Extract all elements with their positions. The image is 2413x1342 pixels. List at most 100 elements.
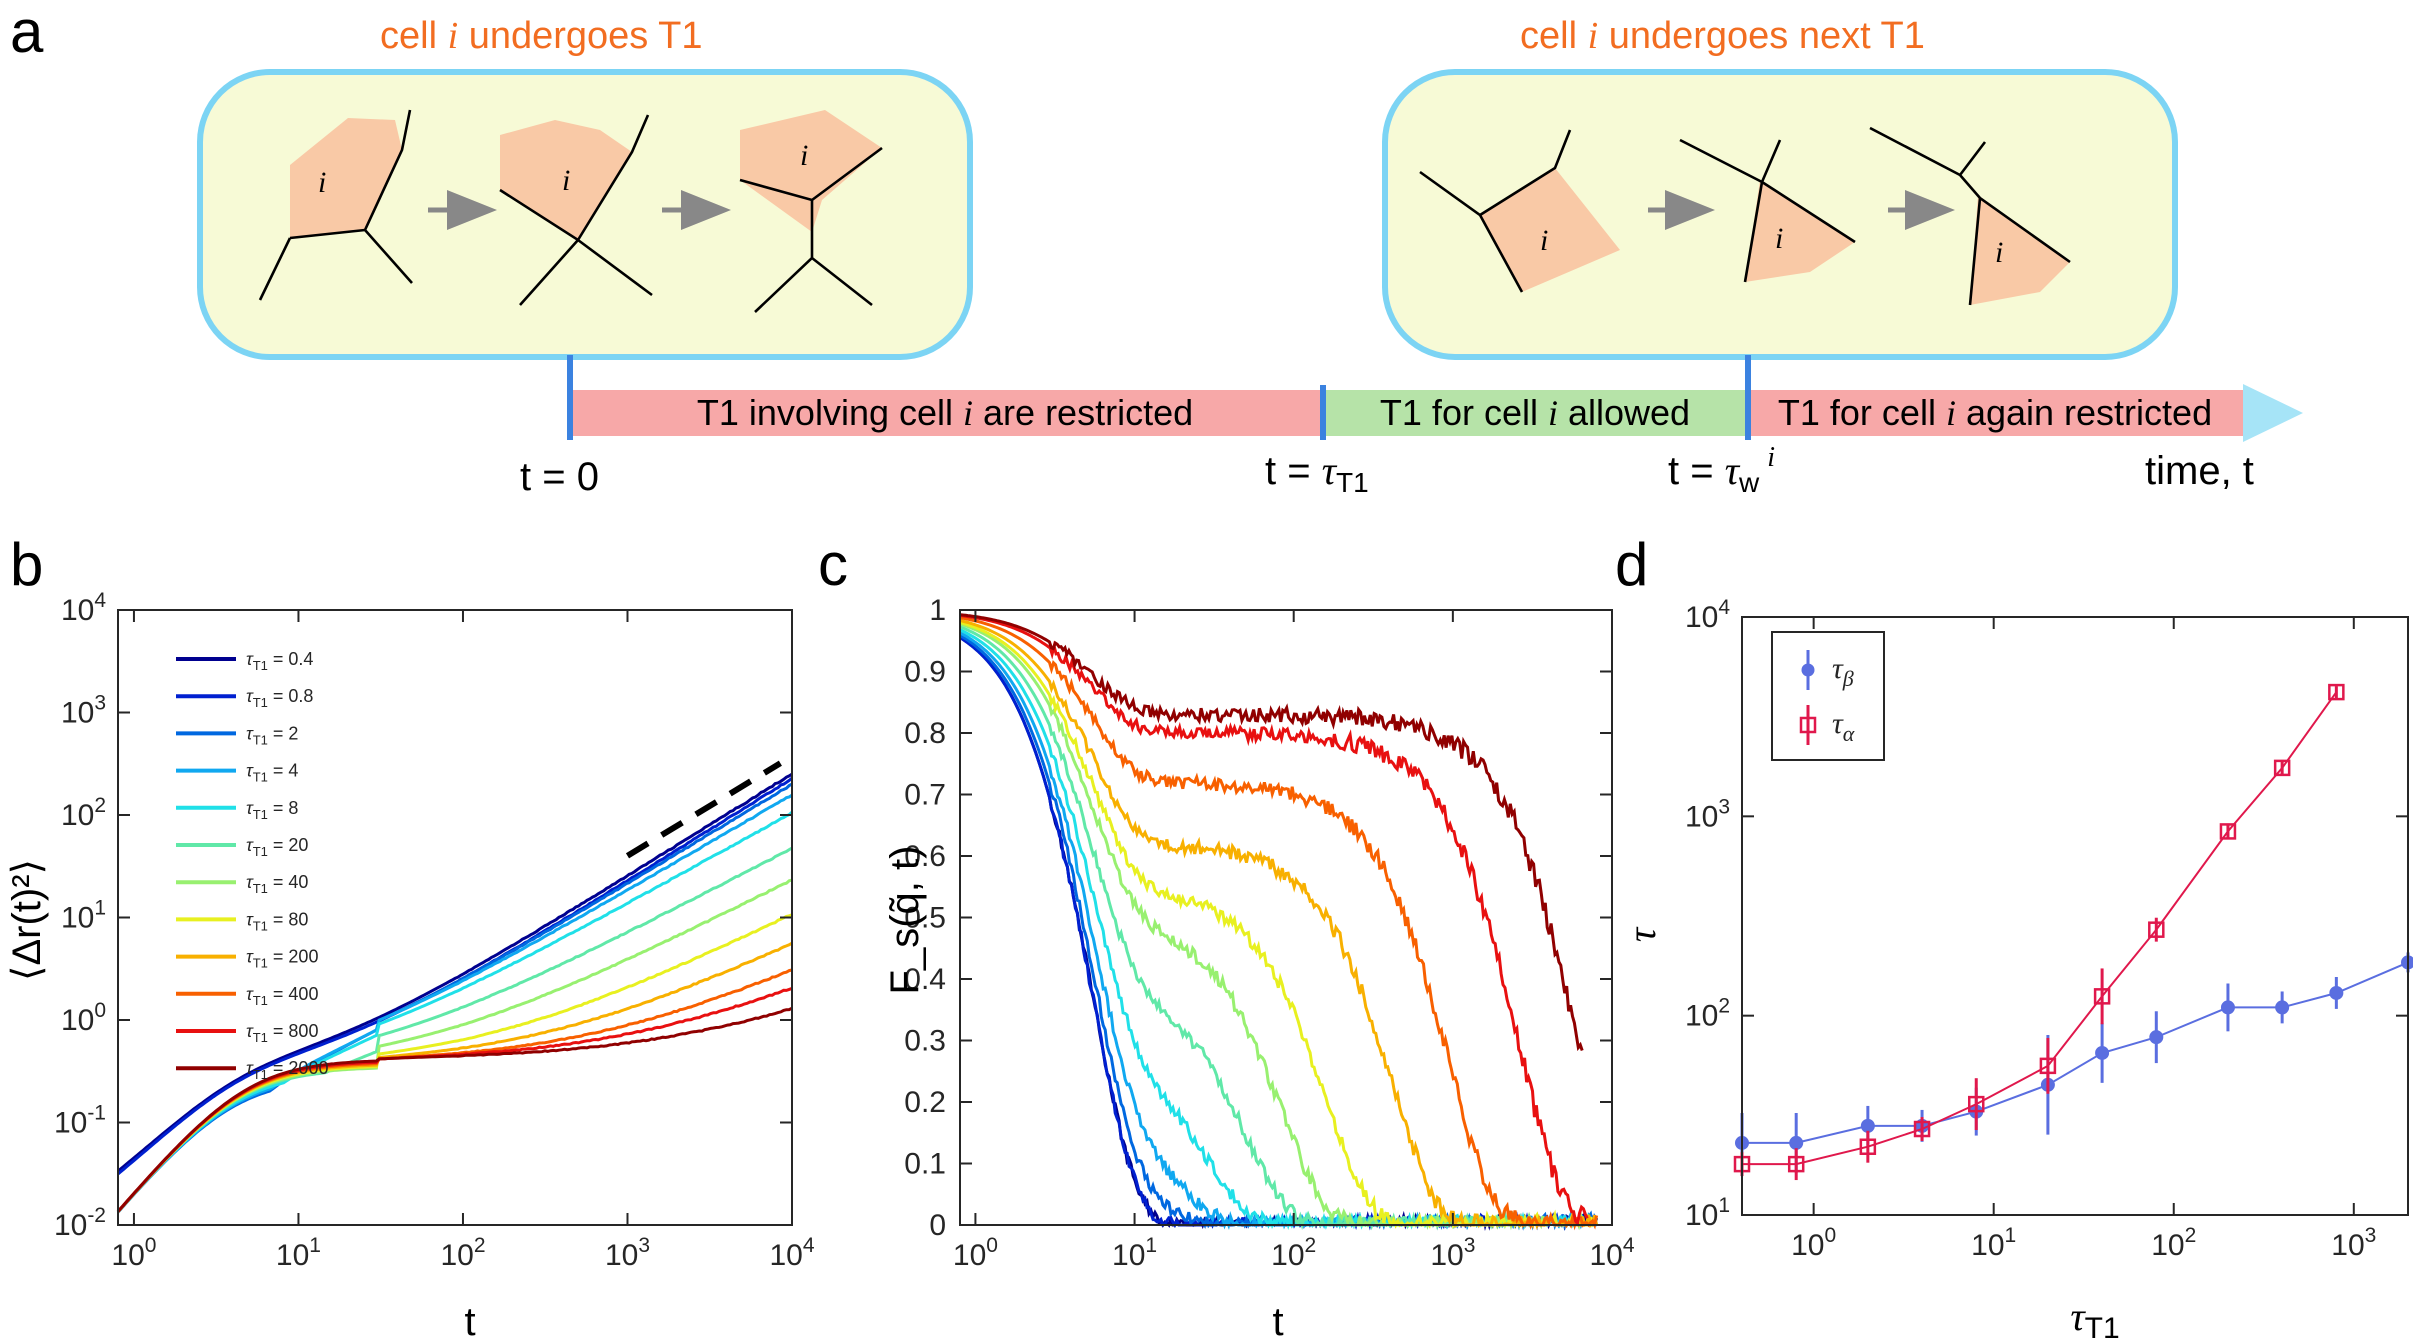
segment2-label: T1 for cell i allowed xyxy=(1380,392,1690,433)
panel-d-ytick-label: 103 xyxy=(1685,795,1730,833)
panel-c-ytick-label: 0.2 xyxy=(904,1086,946,1119)
panel-c-label: c xyxy=(818,531,848,598)
panel-d-point-square xyxy=(1968,1095,1985,1113)
panel-d-xtick-label: 102 xyxy=(2151,1224,2196,1262)
legend-label-0.8: τT1 = 0.8 xyxy=(246,686,313,710)
panel-c-ylabel: F_s(q̃, t) xyxy=(883,846,927,995)
segment3-label: T1 for cell i again restricted xyxy=(1778,392,2212,433)
cell-label-5: i xyxy=(1775,222,1783,255)
timeline-arrow-head xyxy=(2243,384,2303,442)
panel-b-axes: 100 101 102 103 104 10-2 10-1 100 101 102 103 104 xyxy=(54,589,815,1272)
panel-b-ytick-label: 104 xyxy=(61,589,106,627)
panel-b-ytick-label: 10-1 xyxy=(54,1102,106,1140)
panel-c-ytick-label: 0.5 xyxy=(904,902,946,935)
panel-c-xtick-label: 101 xyxy=(1112,1234,1157,1272)
cell-label-6: i xyxy=(1995,236,2003,269)
legend-label-α: τα xyxy=(1832,707,1855,746)
panel-d-point-circle xyxy=(2149,1030,2164,1045)
panel-b-ytick-label: 101 xyxy=(61,897,106,935)
legend-label-200: τT1 = 200 xyxy=(246,947,318,971)
legend-label-40: τT1 = 40 xyxy=(246,872,308,896)
legend-label-β: τβ xyxy=(1832,652,1854,691)
panel-c-curve-400 xyxy=(959,616,1599,1231)
panel-d-line-β xyxy=(1742,961,2409,1144)
panel-d-ylabel: τ xyxy=(1619,926,1664,942)
legend-label-400: τT1 = 400 xyxy=(246,984,318,1008)
panel-b-legend: τT1 = 0.4 τT1 = 0.8 τT1 = 2 τT1 = 4 τT1 = 8 τ… xyxy=(176,649,328,1082)
panel-c: c 100 101 102 103 104 0 0.1 0.2 0.3 0.4 0.5 0.6 0.7 0… xyxy=(818,531,1635,1342)
panel-d-ytick-label: 102 xyxy=(1685,995,1730,1033)
panel-b-xtick-label: 102 xyxy=(440,1234,485,1272)
panel-c-axes: 100 101 102 103 104 0 0.1 0.2 0.3 0.4 0.5 0.6 0.7 0.8… xyxy=(904,594,1635,1272)
legend-label-8: τT1 = 8 xyxy=(246,798,298,822)
panel-b: b 100 101 102 103 104 10-2 10-1 100 101 102 103 104… xyxy=(5,531,815,1342)
panel-c-curve-4 xyxy=(959,631,1597,1231)
panel-b-curve-0.4 xyxy=(117,772,793,1173)
legend-label-2: τT1 = 2 xyxy=(246,723,298,747)
panel-b-ytick-label: 10-2 xyxy=(54,1204,106,1242)
panel-c-xlabel: t xyxy=(1272,1300,1283,1342)
panel-d-xtick-label: 100 xyxy=(1791,1224,1836,1262)
panel-b-curve-2 xyxy=(116,782,793,1214)
panel-d-ytick-label: 101 xyxy=(1685,1194,1730,1232)
cell-label-3: i xyxy=(800,139,808,172)
panel-c-curve-80 xyxy=(959,620,1598,1230)
panel-d-point-circle xyxy=(2329,985,2344,1000)
panel-b-label: b xyxy=(10,531,43,598)
panel-d-xtick-label: 101 xyxy=(1971,1224,2016,1262)
time-axis-label: time, t xyxy=(2145,449,2254,493)
panel-b-ytick-label: 102 xyxy=(61,794,106,832)
panel-c-plot xyxy=(959,613,1599,1231)
panel-c-xtick-label: 102 xyxy=(1271,1234,1316,1272)
t0-label: t = 0 xyxy=(520,455,599,499)
panel-c-xtick-label: 104 xyxy=(1589,1234,1634,1272)
panel-d-legend: τβ τα xyxy=(1771,631,1885,761)
panel-b-xtick-label: 103 xyxy=(605,1234,650,1272)
panel-c-ytick-label: 0.1 xyxy=(904,1148,946,1181)
panel-a-label: a xyxy=(10,0,44,65)
panel-d: d 100 101 102 103 101 102 103 104 τβ τα τT1 τ xyxy=(1615,531,2413,1342)
legend-label-80: τT1 = 80 xyxy=(246,909,308,933)
legend-label-0.4: τT1 = 0.4 xyxy=(246,649,313,673)
panel-d-frame xyxy=(1741,616,2409,1216)
right-box-title: cell i undergoes next T1 xyxy=(1520,15,1925,57)
panel-d-point-square xyxy=(2273,759,2291,777)
panel-b-curve-800 xyxy=(116,986,793,1213)
panel-c-ytick-label: 1 xyxy=(929,594,946,627)
panel-b-slope-reference-line xyxy=(625,760,782,859)
panel-b-curve-80 xyxy=(116,913,793,1213)
cell-label-2: i xyxy=(562,164,570,197)
panel-c-curve-2 xyxy=(959,634,1598,1231)
restricted-segment-1 xyxy=(568,390,1323,436)
panel-d-xtick-label: 103 xyxy=(2331,1224,2376,1262)
panel-b-xtick-label: 104 xyxy=(769,1234,814,1272)
legend-label-800: τT1 = 800 xyxy=(246,1021,318,1045)
allowed-segment xyxy=(1323,390,1748,436)
panel-d-plot xyxy=(1733,683,2413,1181)
legend-marker-α xyxy=(1799,716,1817,734)
panel-d-point-square xyxy=(1913,1120,1931,1138)
panel-c-ytick-label: 0.4 xyxy=(904,963,946,996)
legend-label-2000: τT1 = 2000 xyxy=(246,1058,328,1082)
legend-label-4: τT1 = 4 xyxy=(246,761,298,785)
panel-d-line-α xyxy=(1742,691,2338,1166)
panel-d-point-circle xyxy=(2275,1000,2290,1015)
segment1-label: T1 involving cell i are restricted xyxy=(697,392,1193,433)
tw-label: t = τwi xyxy=(1668,442,1775,498)
panel-c-ytick-label: 0.3 xyxy=(904,1025,946,1058)
panel-d-xlabel: τT1 xyxy=(2070,1294,2119,1342)
panel-b-plot xyxy=(116,760,793,1214)
panel-d-point-circle xyxy=(1860,1118,1875,1133)
t1-sequence-drawing: i i i xyxy=(258,109,883,313)
panel-d-point-square xyxy=(2093,988,2111,1005)
panel-b-ylabel: ⟨Δr(t)²⟩ xyxy=(5,859,49,981)
timeline: T1 involving cell i are restricted T1 fo… xyxy=(520,355,2303,499)
panel-b-curve-4 xyxy=(116,793,793,1214)
panel-c-ytick-label: 0.7 xyxy=(904,779,946,812)
panel-d-axes: 100 101 102 103 101 102 103 104 xyxy=(1685,596,2409,1262)
panel-b-curve-40 xyxy=(116,878,793,1213)
panel-c-xtick-label: 103 xyxy=(1430,1234,1475,1272)
panel-c-curve-2000 xyxy=(959,613,1584,1052)
panel-d-point-circle xyxy=(2095,1045,2110,1060)
